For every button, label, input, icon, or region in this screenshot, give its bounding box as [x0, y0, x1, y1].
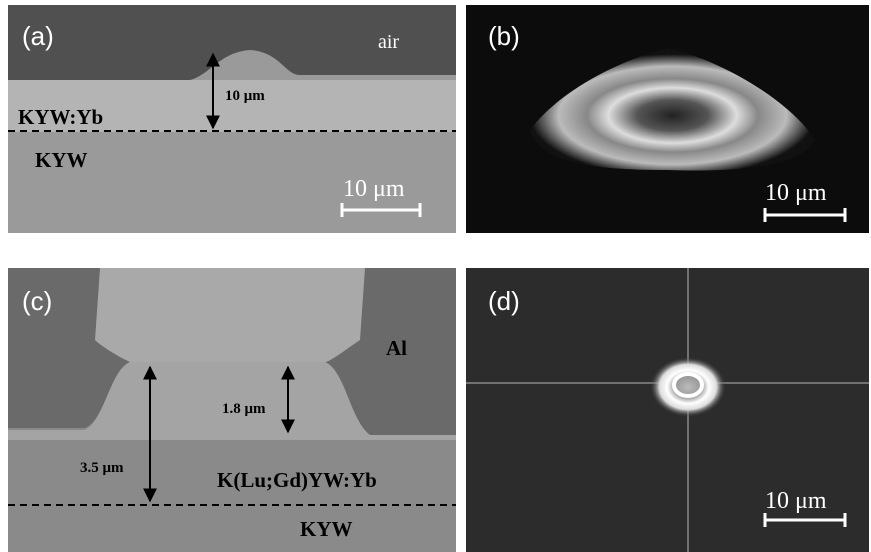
annotation: 10 μm — [225, 88, 265, 104]
annotation: 1.8 μm — [222, 401, 266, 417]
figure: (a) air 10 μm KYW:Yb KYW 10 μm (b) 10 μm… — [0, 0, 871, 552]
scale-label: 10 μm — [765, 488, 827, 514]
annotation: Al — [386, 336, 407, 360]
page: {"panels": [ {"label": "(a)", "annotatio… — [0, 0, 871, 552]
scale-label: 10 μm — [765, 180, 827, 206]
annotation: KYW — [35, 148, 88, 172]
scale-label: 10 μm — [343, 176, 405, 202]
annotation: KYW — [300, 517, 353, 541]
annotation: K(Lu;Gd)YW:Yb — [217, 468, 377, 492]
panel-label: (d) — [488, 286, 520, 316]
panel-label: (c) — [22, 286, 52, 316]
panel-a: (a) air 10 μm KYW:Yb KYW 10 μm — [8, 5, 456, 233]
panel-label: (b) — [488, 21, 520, 51]
panel-label: (a) — [22, 21, 54, 51]
panel-c: (c) Al 1.8 μm 3.5 μm K(Lu;Gd)YW:Yb KYW — [8, 268, 456, 552]
panel-d: (d) 10 μm — [466, 268, 869, 552]
annotation: KYW:Yb — [18, 105, 103, 129]
annotation: 3.5 μm — [80, 460, 124, 476]
panel-b: (b) 10 μm — [466, 5, 869, 233]
annotation: air — [378, 31, 399, 53]
